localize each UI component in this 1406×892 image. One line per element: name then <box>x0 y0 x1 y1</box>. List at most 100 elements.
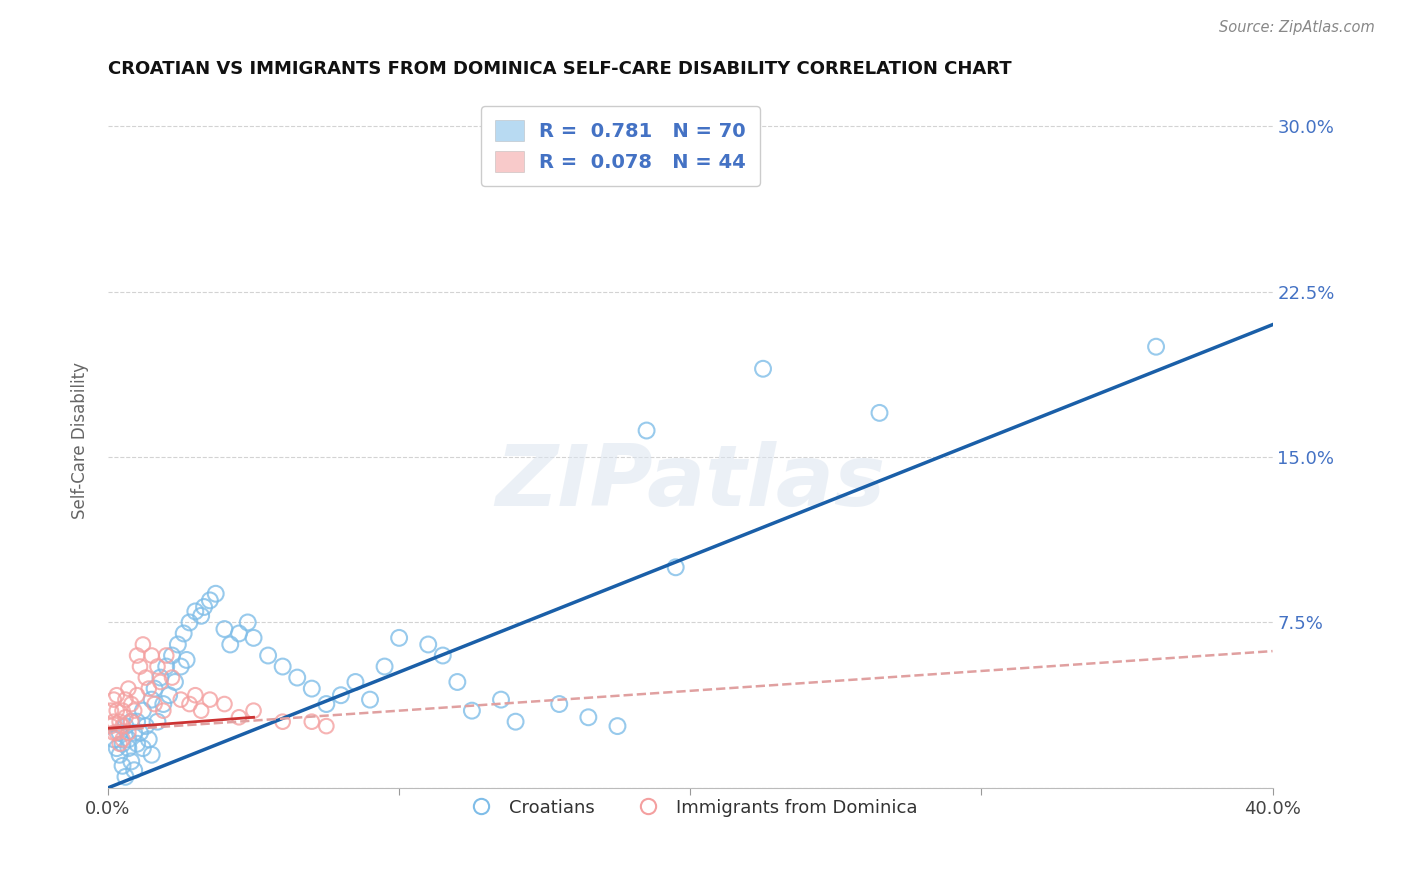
Point <box>100 704 122 718</box>
Point <box>146 714 169 729</box>
Point <box>155 659 177 673</box>
Point <box>271 659 294 673</box>
Point <box>204 587 226 601</box>
Point <box>143 681 166 696</box>
Point <box>100 719 122 733</box>
Point <box>108 725 131 739</box>
Point <box>160 648 183 663</box>
Point <box>149 675 172 690</box>
Point <box>228 626 250 640</box>
Y-axis label: Self-Care Disability: Self-Care Disability <box>72 362 89 519</box>
Point <box>108 714 131 729</box>
Point <box>214 622 236 636</box>
Point <box>198 593 221 607</box>
Point <box>122 725 145 739</box>
Point <box>114 770 136 784</box>
Point <box>132 741 155 756</box>
Point <box>117 732 139 747</box>
Point <box>388 631 411 645</box>
Point <box>120 714 142 729</box>
Point <box>446 675 468 690</box>
Point <box>111 732 134 747</box>
Point <box>548 697 571 711</box>
Point <box>190 608 212 623</box>
Point <box>152 704 174 718</box>
Point <box>315 719 337 733</box>
Point <box>117 725 139 739</box>
Point <box>432 648 454 663</box>
Point <box>127 648 149 663</box>
Point <box>236 615 259 630</box>
Point <box>301 714 323 729</box>
Point <box>184 688 207 702</box>
Point <box>120 755 142 769</box>
Point <box>315 697 337 711</box>
Point <box>157 688 180 702</box>
Point <box>160 671 183 685</box>
Point <box>176 653 198 667</box>
Point <box>141 692 163 706</box>
Point <box>155 648 177 663</box>
Point <box>105 725 128 739</box>
Point <box>117 681 139 696</box>
Point <box>127 714 149 729</box>
Text: ZIPatlas: ZIPatlas <box>495 441 886 524</box>
Point <box>374 659 396 673</box>
Point <box>271 714 294 729</box>
Point <box>111 704 134 718</box>
Point <box>114 710 136 724</box>
Point <box>135 719 157 733</box>
Point <box>120 697 142 711</box>
Point <box>173 626 195 640</box>
Point <box>665 560 688 574</box>
Point <box>122 704 145 718</box>
Point <box>344 675 367 690</box>
Point <box>117 741 139 756</box>
Point <box>105 704 128 718</box>
Point <box>193 599 215 614</box>
Point <box>359 692 381 706</box>
Point <box>219 638 242 652</box>
Point <box>103 714 125 729</box>
Point <box>103 725 125 739</box>
Point <box>141 747 163 762</box>
Point <box>103 732 125 747</box>
Point <box>170 692 193 706</box>
Point <box>752 361 775 376</box>
Point <box>418 638 440 652</box>
Point <box>127 737 149 751</box>
Point <box>242 704 264 718</box>
Point <box>198 692 221 706</box>
Point <box>285 671 308 685</box>
Point <box>149 671 172 685</box>
Point <box>120 714 142 729</box>
Point <box>179 697 201 711</box>
Point <box>108 747 131 762</box>
Point <box>138 732 160 747</box>
Point <box>301 681 323 696</box>
Point <box>105 741 128 756</box>
Text: Source: ZipAtlas.com: Source: ZipAtlas.com <box>1219 20 1375 35</box>
Point <box>127 688 149 702</box>
Point <box>129 659 152 673</box>
Point <box>606 719 628 733</box>
Point <box>146 659 169 673</box>
Point <box>184 604 207 618</box>
Point <box>214 697 236 711</box>
Point <box>1144 340 1167 354</box>
Point <box>179 615 201 630</box>
Point <box>111 759 134 773</box>
Point <box>636 424 658 438</box>
Point <box>114 692 136 706</box>
Point <box>190 704 212 718</box>
Point <box>132 704 155 718</box>
Point <box>170 659 193 673</box>
Point <box>257 648 280 663</box>
Point <box>143 697 166 711</box>
Point <box>111 719 134 733</box>
Point <box>869 406 891 420</box>
Point <box>329 688 352 702</box>
Point <box>122 763 145 777</box>
Point <box>489 692 512 706</box>
Legend: Croatians, Immigrants from Dominica: Croatians, Immigrants from Dominica <box>456 791 924 824</box>
